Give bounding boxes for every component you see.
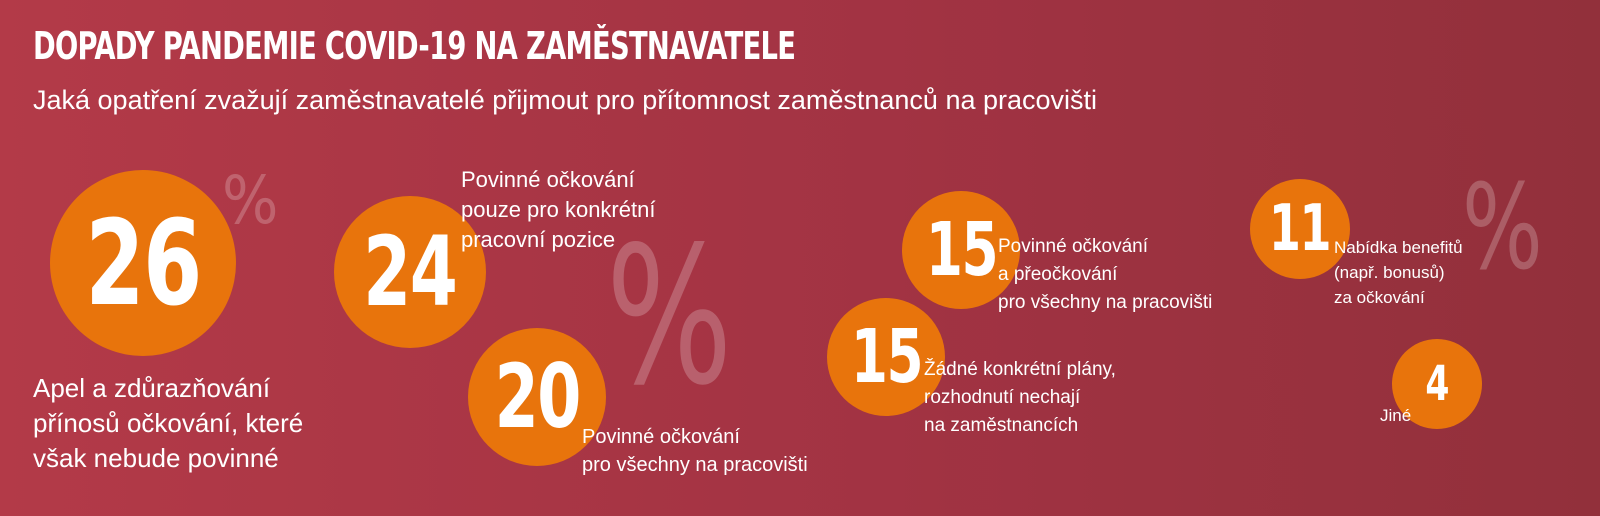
bubble-1: 26 (50, 170, 236, 356)
category-label-line: Povinné očkování (998, 236, 1148, 257)
percent-sign-decoration: % (222, 162, 279, 239)
bubble-value-label: 15 (850, 314, 923, 400)
category-label-line: přínosů očkování, které (33, 408, 304, 438)
category-label-line: Povinné očkování (582, 426, 740, 448)
category-label-line: na zaměstnancích (924, 415, 1079, 436)
bubble-6: 11 (1250, 179, 1350, 279)
category-label-line: Povinné očkování (461, 167, 635, 192)
percent-sign-decoration: % (1462, 158, 1543, 296)
bubble-7: 4 (1392, 339, 1482, 429)
bubble-5: 15 (827, 298, 945, 416)
bubble-category-label: Nabídka benefitů (např. bonusů) za očkován… (1334, 235, 1463, 310)
bubble-category-label: Povinné očkování a přeočkování pro všechny… (998, 233, 1212, 317)
category-label-line: Nabídka benefitů (1334, 238, 1463, 257)
bubble-2: 24 (334, 196, 486, 348)
bubble-category-label: Povinné očkování pouze pro konkrétní praco… (461, 165, 655, 255)
infographic-title: DOPADY PANDEMIE COVID-19 NA ZAMĚSTNAVATE… (33, 24, 796, 68)
bubble-value-label: 15 (925, 207, 998, 293)
bubble-3: 20 (468, 328, 606, 466)
bubble-category-label: Žádné konkrétní plány, rozhodnutí nechají… (924, 356, 1116, 440)
category-label-line: rozhodnutí nechají (924, 387, 1081, 408)
bubble-value-label: 26 (85, 194, 202, 332)
category-label-line: však nebude povinné (33, 443, 279, 473)
bubble-category-label: Povinné očkování pro všechny na pracovišt… (582, 423, 808, 479)
category-label-line: Jiné (1380, 406, 1412, 425)
bubble-value-label: 20 (494, 345, 581, 448)
category-label-line: pouze pro konkrétní (461, 197, 656, 222)
category-label-line: pracovní pozice (461, 227, 616, 252)
infographic-subtitle: Jaká opatření zvažují zaměstnavatelé při… (33, 85, 1098, 115)
category-label-line: pro všechny na pracovišti (998, 292, 1213, 313)
bubble-value-label: 24 (363, 216, 458, 328)
category-label-line: pro všechny na pracovišti (582, 454, 808, 476)
bubble-4: 15 (902, 191, 1020, 309)
category-label-line: Apel a zdůrazňování (33, 373, 271, 403)
percent-sign-decoration: % (606, 206, 733, 427)
bubble-value-label: 4 (1425, 356, 1450, 412)
category-label-line: a přeočkování (998, 264, 1118, 285)
category-label-line: Žádné konkrétní plány, (924, 359, 1116, 380)
bubble-category-label: Apel a zdůrazňování přínosů očkování, kte… (33, 371, 303, 476)
bubble-category-label: Jiné (1380, 405, 1411, 427)
category-label-line: (např. bonusů) (1334, 263, 1445, 282)
bubble-value-label: 11 (1269, 192, 1332, 266)
category-label-line: za očkování (1334, 288, 1425, 307)
